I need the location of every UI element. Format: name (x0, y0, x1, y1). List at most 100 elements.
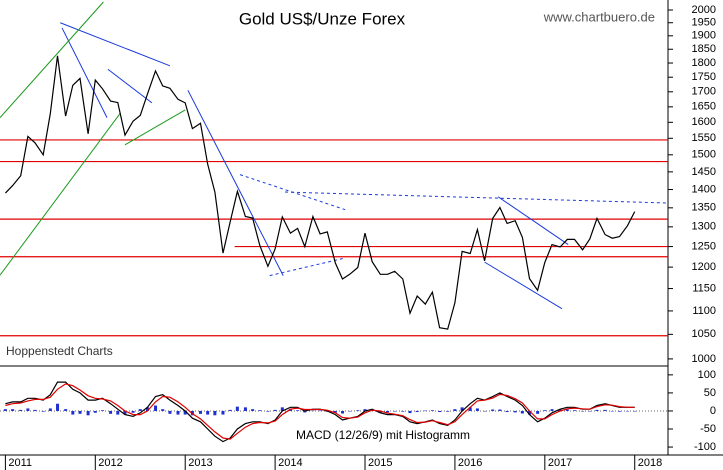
histogram-bar (468, 407, 472, 411)
histogram-bar (617, 410, 621, 412)
histogram-bar (280, 407, 284, 411)
y-tick-label: 1700 (692, 86, 716, 98)
y-tick-label: 1850 (692, 43, 716, 55)
y-tick-label: 1250 (692, 240, 716, 252)
histogram-bar (498, 409, 502, 411)
histogram-bar (475, 408, 479, 411)
source: www.chartbuero.de (543, 9, 655, 24)
trend-line (61, 27, 108, 118)
x-tick-label: 2012 (98, 457, 122, 469)
histogram-bar (303, 410, 307, 413)
chart-title: Gold US$/Unze Forex (239, 9, 406, 28)
annotation: Hoppenstedt Charts (6, 344, 113, 358)
histogram-bar (318, 410, 322, 412)
x-tick-label: 2011 (8, 457, 32, 469)
histogram-bar (460, 407, 464, 411)
histogram-bar (266, 410, 270, 412)
histogram-bar (363, 409, 367, 411)
series-line (5, 383, 635, 440)
histogram-bar (138, 409, 142, 411)
histogram-bar (408, 410, 412, 414)
x-tick-label: 2018 (638, 457, 662, 469)
trend-line (187, 90, 284, 276)
histogram-bar (536, 410, 540, 414)
histogram-bar (565, 409, 569, 411)
histogram-bar (228, 409, 232, 411)
histogram-bar (430, 410, 434, 411)
histogram-bar (453, 409, 457, 411)
y-tick-label: 1150 (692, 282, 716, 294)
trend-line (107, 68, 153, 104)
histogram-bar (415, 410, 419, 413)
trend-line (0, 1, 104, 118)
histogram-bar (78, 410, 82, 414)
trend-line (284, 191, 669, 204)
histogram-bar (243, 407, 247, 411)
histogram-bar (100, 410, 104, 411)
histogram-bar (161, 409, 165, 411)
histogram-bar (154, 405, 158, 411)
histogram-bar (93, 410, 97, 413)
histogram-bar (423, 410, 427, 412)
histogram-bar (483, 410, 487, 412)
annotation: MACD (12/26/9) mit Histogramm (296, 428, 470, 442)
histogram-bar (491, 409, 495, 411)
histogram-bar (26, 408, 30, 411)
y-tick-label: 50 (704, 387, 716, 399)
y-tick-label: 1800 (692, 57, 716, 69)
histogram-bar (48, 408, 52, 411)
y-tick-label: 1050 (692, 328, 716, 340)
histogram-bar (610, 410, 614, 412)
histogram-bar (341, 410, 345, 414)
x-tick-label: 2014 (278, 457, 302, 469)
histogram-bar (356, 410, 360, 411)
histogram-bar (311, 410, 315, 412)
histogram-bar (401, 410, 405, 412)
histogram-bar (393, 410, 397, 412)
histogram-bar (131, 410, 135, 413)
y-tick-label: 1400 (692, 183, 716, 195)
histogram-bar (109, 410, 113, 414)
histogram-bar (198, 410, 202, 414)
histogram-bar (588, 410, 592, 412)
y-tick-label: 1750 (692, 71, 716, 83)
y-tick-label: -100 (694, 441, 716, 453)
histogram-bar (258, 410, 262, 411)
y-tick-label: 1900 (692, 30, 716, 42)
trend-line (124, 109, 186, 146)
histogram-bar (71, 410, 75, 415)
histogram-bar (438, 410, 442, 413)
histogram-bar (3, 409, 7, 411)
trend-line (484, 261, 563, 310)
y-tick-label: -50 (700, 423, 716, 435)
y-tick-label: 1300 (692, 221, 716, 233)
y-tick-label: 1500 (692, 149, 716, 161)
histogram-bar (348, 410, 352, 412)
x-tick-label: 2016 (458, 457, 482, 469)
histogram-bar (572, 410, 576, 411)
y-tick-label: 1350 (692, 202, 716, 214)
histogram-bar (505, 410, 509, 413)
trend-line (497, 196, 569, 245)
y-tick-label: 1650 (692, 101, 716, 113)
x-tick-label: 2013 (188, 457, 212, 469)
histogram-bar (86, 410, 90, 416)
histogram-bar (213, 410, 217, 416)
x-tick-label: 2015 (368, 457, 392, 469)
histogram-bar (273, 409, 277, 411)
histogram-bar (64, 409, 68, 411)
histogram-bar (41, 410, 45, 412)
histogram-bar (595, 409, 599, 411)
y-tick-label: 0 (710, 405, 716, 417)
y-tick-label: 1100 (692, 305, 716, 317)
y-tick-label: 1000 (692, 353, 716, 365)
histogram-bar (543, 410, 547, 411)
histogram-bar (550, 409, 554, 411)
histogram-bar (603, 409, 607, 411)
y-tick-label: 1200 (692, 261, 716, 273)
histogram-bar (333, 410, 337, 413)
histogram-bar (633, 410, 637, 412)
y-tick-label: 2000 (692, 4, 716, 16)
histogram-bar (528, 410, 532, 415)
